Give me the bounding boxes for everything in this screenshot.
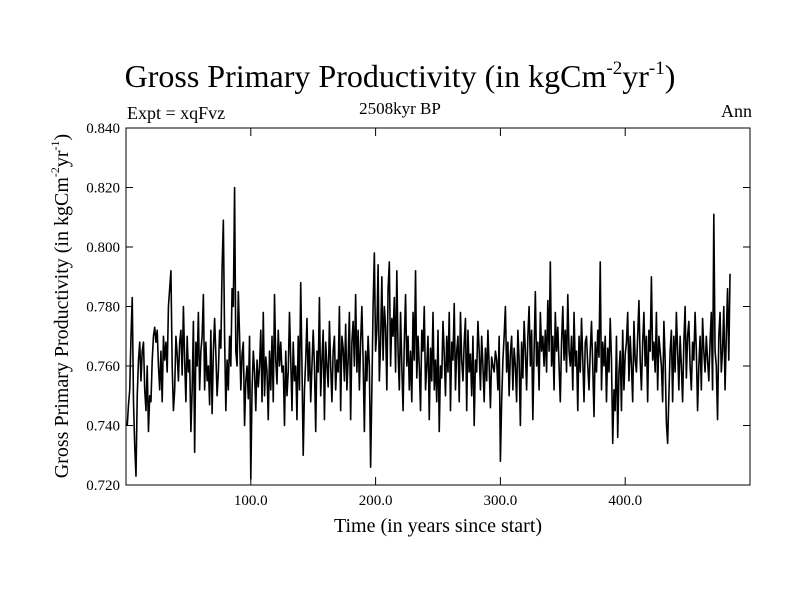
y-tick-label: 0.840	[86, 121, 120, 137]
y-tick-label: 0.780	[86, 300, 120, 316]
chart-title-exponent-1: -2	[606, 58, 623, 79]
y-axis-label-unit: yr	[51, 150, 73, 167]
y-tick-label: 0.800	[86, 240, 120, 256]
chart-title-unit: yr	[622, 58, 649, 94]
y-axis-label: Gross Primary Productivity (in kgCm-2yr-…	[48, 134, 73, 478]
y-axis-label-close: )	[51, 134, 73, 141]
y-tick-label: 0.740	[86, 419, 120, 435]
x-tick-label: 100.0	[234, 493, 268, 509]
y-tick-label: 0.760	[86, 359, 120, 375]
x-tick-label: 200.0	[359, 493, 393, 509]
y-axis-label-main: Gross Primary Productivity (in kgCm	[51, 177, 73, 479]
chart-title-main: Gross Primary Productivity (in kgCm	[124, 58, 607, 94]
x-axis: 100.0 200.0 300.0 400.0	[234, 128, 642, 509]
chart-subtitle: 2508kyr BP	[359, 99, 441, 118]
plot-frame	[125, 127, 751, 486]
y-axis: 0.720 0.740 0.760 0.780 0.800 0.820 0.840	[86, 121, 750, 494]
x-tick-label: 300.0	[484, 493, 518, 509]
season-label: Ann	[721, 101, 752, 121]
chart-title-exponent-2: -1	[648, 58, 665, 79]
x-tick-label: 400.0	[608, 493, 642, 509]
chart-title-close: )	[664, 58, 676, 94]
experiment-label: Expt = xqFvz	[127, 103, 226, 123]
y-tick-label: 0.820	[86, 181, 120, 197]
y-axis-label-exp1: -2	[48, 167, 62, 177]
x-axis-label: Time (in years since start)	[334, 515, 542, 537]
chart-title: Gross Primary Productivity (in kgCm-2yr-…	[0, 58, 800, 95]
y-axis-label-exp2: -1	[48, 140, 62, 150]
gpp-series-line	[126, 186, 731, 480]
y-tick-label: 0.720	[86, 478, 120, 494]
